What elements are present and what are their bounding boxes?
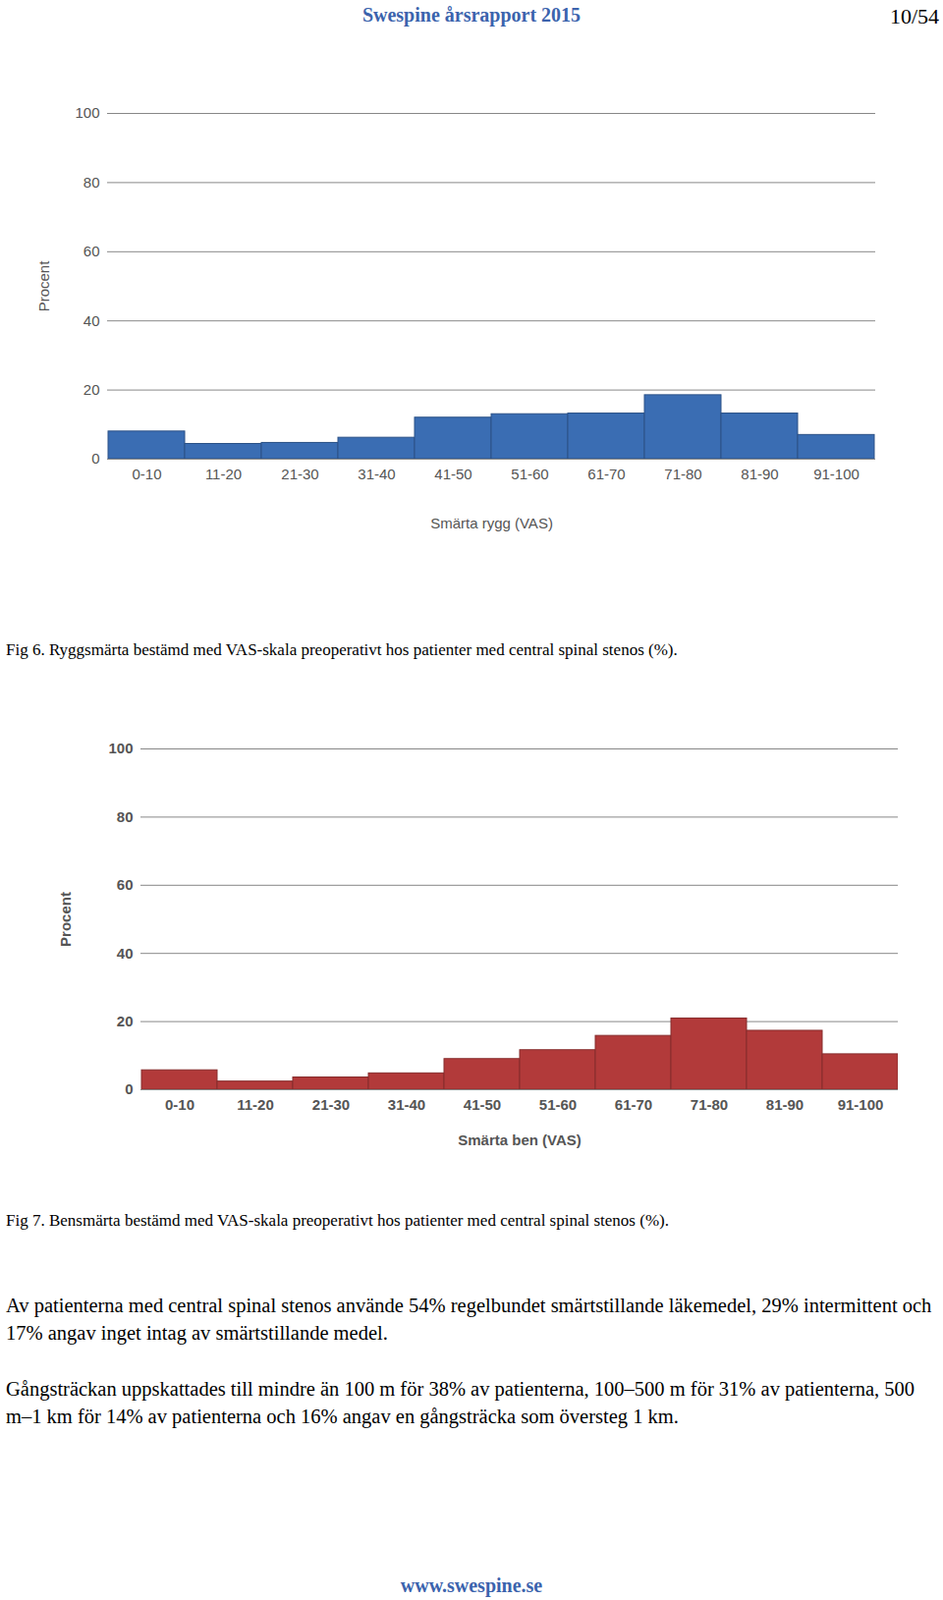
svg-text:20: 20	[116, 1012, 134, 1030]
svg-text:21-30: 21-30	[312, 1096, 350, 1113]
svg-text:91-100: 91-100	[837, 1096, 885, 1113]
html-text:Fig 6. Ryggsmärta bestämd med: Fig 6. Ryggsmärta bestämd med VAS-skala …	[5, 640, 678, 660]
svg-text:60: 60	[83, 242, 101, 260]
svg-text:21-30: 21-30	[280, 465, 319, 483]
html-text:Av patienterna med central spi: Av patienterna med central spinal stenos…	[5, 1294, 932, 1344]
svg-text:51-60: 51-60	[539, 1096, 577, 1113]
svg-text:81-90: 81-90	[740, 465, 778, 483]
svg-text:Procent: Procent	[56, 891, 74, 947]
svg-text:Procent: Procent	[35, 260, 53, 313]
svg-text:71-80: 71-80	[690, 1096, 728, 1113]
svg-text:Smärta ben (VAS): Smärta ben (VAS)	[457, 1131, 582, 1149]
svg-text:0-10: 0-10	[131, 465, 162, 483]
html-text:www.swespine.se: www.swespine.se	[400, 1574, 543, 1597]
svg-text:20: 20	[83, 381, 101, 398]
svg-text:40: 40	[83, 312, 101, 330]
svg-text:100: 100	[74, 104, 100, 121]
svg-text:0-10: 0-10	[165, 1096, 195, 1113]
svg-text:91-100: 91-100	[813, 465, 860, 483]
svg-text:100: 100	[108, 739, 133, 757]
svg-text:31-40: 31-40	[388, 1096, 426, 1113]
svg-text:80: 80	[83, 173, 101, 191]
svg-text:40: 40	[116, 944, 134, 962]
svg-text:0: 0	[124, 1080, 133, 1098]
svg-text:80: 80	[116, 808, 134, 826]
html-text:10/54: 10/54	[889, 3, 940, 29]
svg-text:Smärta rygg (VAS): Smärta rygg (VAS)	[430, 514, 554, 532]
svg-text:81-90: 81-90	[766, 1096, 804, 1113]
svg-text:41-50: 41-50	[463, 1096, 501, 1113]
svg-text:41-50: 41-50	[434, 465, 472, 483]
svg-text:11-20: 11-20	[236, 1096, 275, 1113]
svg-text:0: 0	[91, 449, 100, 467]
svg-text:61-70: 61-70	[614, 1096, 653, 1113]
svg-text:51-60: 51-60	[510, 465, 549, 483]
svg-text:61-70: 61-70	[587, 465, 625, 483]
html-text:Swespine årsrapport 2015: Swespine årsrapport 2015	[362, 3, 581, 26]
svg-text:60: 60	[116, 876, 134, 893]
html-text:Gångsträckan uppskattades till: Gångsträckan uppskattades till mindre än…	[5, 1378, 915, 1428]
svg-text:31-40: 31-40	[357, 465, 395, 483]
svg-text:11-20: 11-20	[205, 465, 242, 483]
html-text:Fig 7. Bensmärta bestämd med V: Fig 7. Bensmärta bestämd med VAS-skala p…	[5, 1211, 669, 1230]
svg-text:71-80: 71-80	[664, 465, 702, 483]
